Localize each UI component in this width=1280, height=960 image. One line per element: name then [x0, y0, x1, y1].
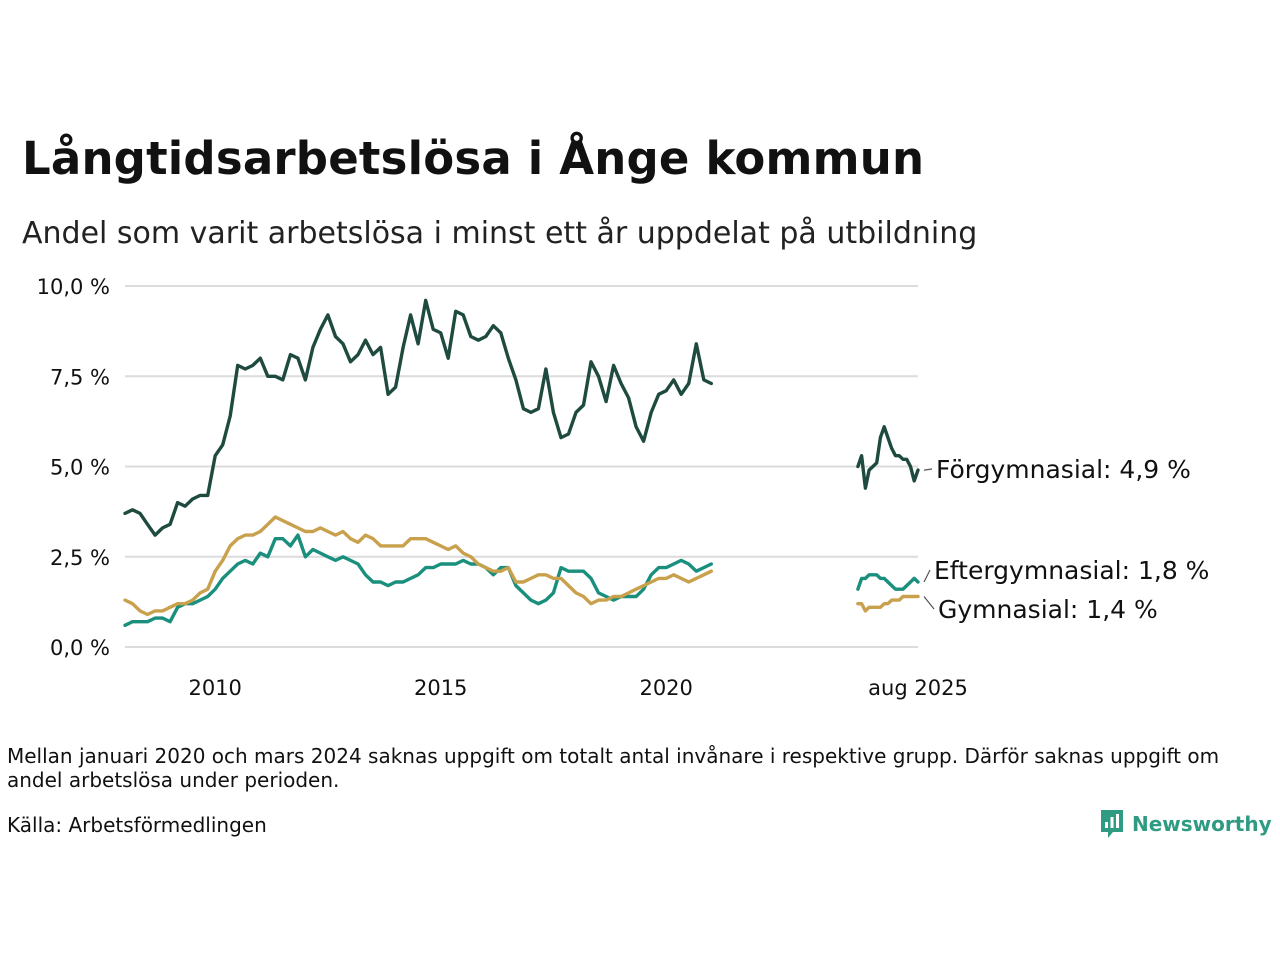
- chart-title: Långtidsarbetslösa i Ånge kommun: [22, 132, 925, 185]
- source-text: Källa: Arbetsförmedlingen: [7, 813, 267, 837]
- y-tick-label: 2,5 %: [50, 546, 110, 570]
- y-tick-label: 7,5 %: [50, 365, 110, 389]
- gridlines: [125, 285, 918, 648]
- series-end-label: Gymnasial: 1,4 %: [938, 595, 1158, 624]
- series-line-gymnasial: [856, 594, 920, 613]
- series-line-eftergymnasial: [123, 533, 713, 627]
- y-tick-label: 10,0 %: [37, 275, 110, 299]
- leader-line: [923, 468, 933, 471]
- y-tick-label: 0,0 %: [50, 636, 110, 660]
- x-tick-label: 2015: [414, 676, 467, 700]
- y-axis-tick-labels: 0,0 % 2,5 % 5,0 % 7,5 % 10,0 %: [37, 275, 110, 660]
- series-line-förgymnasial: [856, 425, 920, 490]
- leader-line: [923, 596, 935, 610]
- series-end-labels: Förgymnasial: 4,9 % Eftergymnasial: 1,8 %…: [923, 455, 1209, 624]
- x-axis-tick-labels: 2010 2015 2020 aug 2025: [188, 676, 967, 700]
- series-end-label: Förgymnasial: 4,9 %: [936, 455, 1191, 484]
- y-tick-label: 5,0 %: [50, 456, 110, 480]
- footnote: Mellan januari 2020 och mars 2024 saknas…: [7, 744, 1220, 792]
- newsworthy-logo[interactable]: Newsworthy: [1099, 808, 1272, 840]
- series-lines: [123, 298, 920, 627]
- leader-line: [923, 569, 931, 583]
- x-tick-label: aug 2025: [868, 676, 968, 700]
- x-tick-label: 2020: [639, 676, 692, 700]
- line-chart: 0,0 % 2,5 % 5,0 % 7,5 % 10,0 % 2010 2015 2020 a…: [37, 275, 1210, 700]
- logo-text: Newsworthy: [1132, 812, 1272, 836]
- series-line-förgymnasial: [123, 298, 713, 537]
- series-end-label: Eftergymnasial: 1,8 %: [934, 556, 1209, 585]
- bar-chart-logo-icon: [1101, 810, 1123, 838]
- series-line-eftergymnasial: [856, 573, 920, 591]
- x-tick-label: 2010: [188, 676, 241, 700]
- chart-subtitle: Andel som varit arbetslösa i minst ett å…: [22, 216, 978, 251]
- series-line-gymnasial: [123, 515, 713, 617]
